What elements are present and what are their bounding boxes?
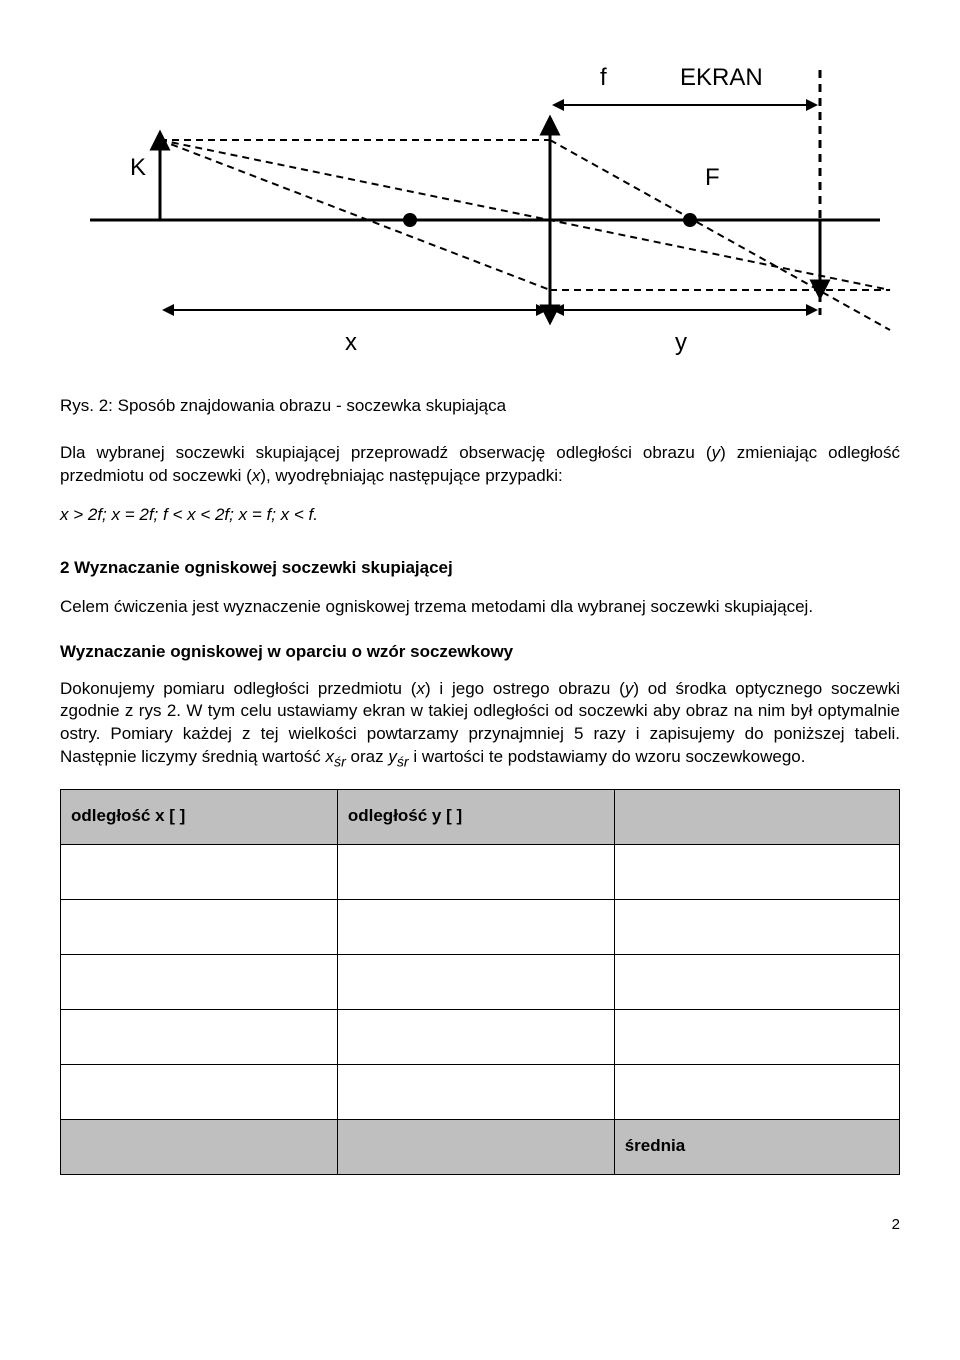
label-F: F <box>705 164 720 191</box>
optics-diagram: f EKRAN K F x y <box>60 40 900 360</box>
label-y: y <box>675 329 687 356</box>
table-avg-row: średnia <box>61 1119 900 1174</box>
label-x: x <box>345 329 357 356</box>
figure-caption: Rys. 2: Sposób znajdowania obrazu - socz… <box>60 395 900 418</box>
page-number: 2 <box>60 1215 900 1235</box>
avg-label: średnia <box>614 1119 899 1174</box>
paragraph-3: Dokonujemy pomiaru odległości przedmiotu… <box>60 678 900 773</box>
measurements-table: odległość x [ ] odległość y [ ] średnia <box>60 789 900 1175</box>
heading-2: 2 Wyznaczanie ogniskowej soczewki skupia… <box>60 557 900 580</box>
label-ekran: EKRAN <box>680 64 763 91</box>
paragraph-1: Dla wybranej soczewki skupiającej przepr… <box>60 442 900 488</box>
table-row <box>61 1064 900 1119</box>
label-K: K <box>130 154 146 181</box>
label-f: f <box>600 64 607 91</box>
heading-3: Wyznaczanie ogniskowej w oparciu o wzór … <box>60 641 900 664</box>
table-row <box>61 899 900 954</box>
cases-line: x > 2f; x = 2f; f < x < 2f; x = f; x < f… <box>60 504 900 527</box>
col-header-x: odległość x [ ] <box>61 789 338 844</box>
paragraph-2: Celem ćwiczenia jest wyznaczenie ognisko… <box>60 596 900 619</box>
table-row <box>61 1009 900 1064</box>
table-row <box>61 954 900 1009</box>
table-row <box>61 844 900 899</box>
col-header-y: odległość y [ ] <box>337 789 614 844</box>
